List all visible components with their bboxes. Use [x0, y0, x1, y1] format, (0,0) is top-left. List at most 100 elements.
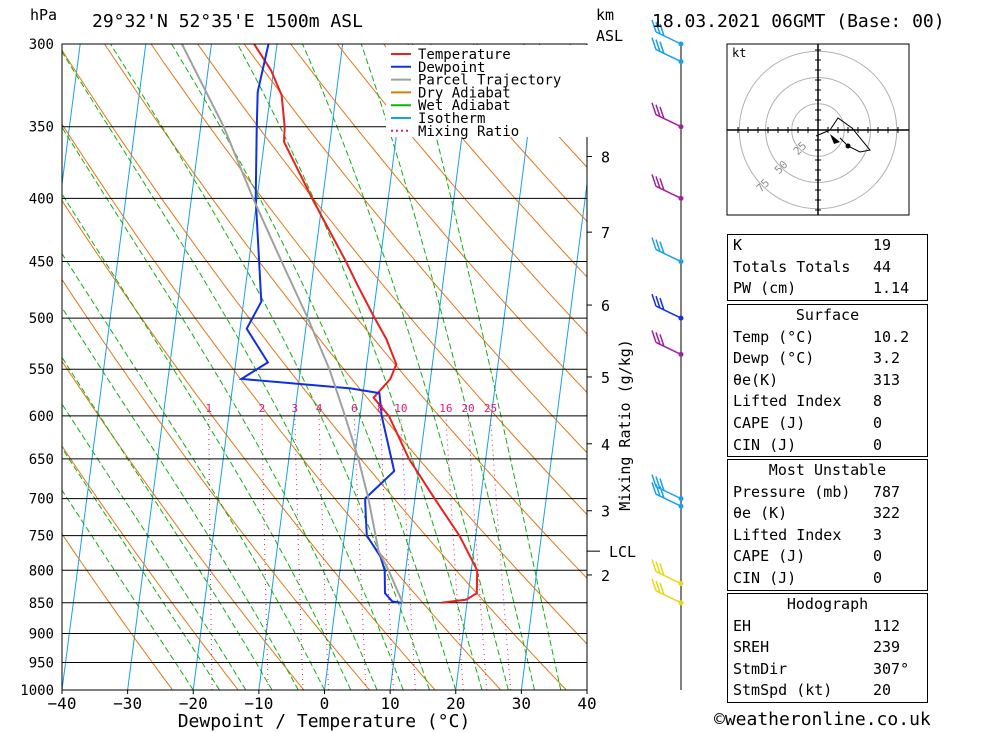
isotherm-line [192, 44, 278, 690]
index-value: 8 [873, 392, 883, 411]
wet-adiabat-line [62, 306, 299, 690]
index-label: Temp (°C) [733, 327, 815, 346]
profile-lines [181, 44, 479, 604]
isobar-lines [62, 43, 587, 691]
x-tick-label: −30 [113, 694, 142, 713]
pressure-tick-label: 700 [29, 492, 54, 508]
x-tick-label: −20 [179, 694, 208, 713]
wind-barb-flag [659, 563, 665, 576]
wind-barb [651, 174, 684, 201]
index-label: SREH [733, 638, 770, 657]
pressure-tick-label: 950 [29, 655, 54, 671]
index-row: StmDir 307° [728, 659, 927, 681]
pressure-tick-label: 900 [29, 626, 54, 642]
wind-barb-dot [678, 124, 684, 130]
height-unit-asl: ASL [596, 27, 623, 45]
mixing-ratio-label: 4 [316, 402, 323, 415]
height-tick-label: 5 [601, 369, 610, 387]
isotherm-line [0, 44, 15, 690]
index-row: PW (cm) 1.14 [728, 278, 927, 300]
index-row: θe(K) 313 [728, 370, 927, 392]
index-value: 112 [873, 616, 901, 635]
index-row: CAPE (J) 0 [728, 413, 927, 435]
hodograph-title: Hodograph [786, 595, 869, 613]
mixing-ratio-axis-title: Mixing Ratio (g/kg) [616, 339, 634, 511]
legend-entry: Temperature [418, 47, 511, 63]
storm-motion-arrow [830, 134, 840, 144]
most-unstable-title: Most Unstable [768, 461, 887, 479]
wind-barb-flag [659, 23, 665, 37]
index-value: 3 [873, 525, 883, 544]
isotherm-line [324, 44, 409, 690]
index-value: 0 [873, 547, 883, 566]
wind-barb-flag [659, 478, 665, 491]
profile-dewpoint [238, 44, 402, 604]
wind-barb [651, 559, 684, 587]
dry-adiabat-line [197, 44, 587, 516]
pressure-tick-label: 600 [29, 409, 54, 425]
dry-adiabat-line [243, 44, 587, 454]
index-row: CIN (J) 0 [728, 568, 927, 590]
hodograph-unit: kt [732, 46, 746, 60]
wind-barb-flag [651, 102, 657, 115]
hodograph-box: Hodograph EH 112 SREH 239 StmDir 307° StmSpd (… [727, 593, 928, 703]
pressure-tick-label: 800 [29, 563, 54, 579]
index-label: CAPE (J) [733, 413, 806, 432]
axis-labels: 3003504004505005506006507007508008509009… [20, 37, 596, 713]
wind-barb-staff [655, 248, 682, 263]
wind-barb-flag [651, 330, 657, 343]
surface-box: Surface Temp (°C) 10.2 Dewp (°C) 3.2 θe(K) 31… [727, 304, 928, 458]
wind-barb [651, 237, 684, 265]
wind-barb-flag [655, 561, 661, 574]
isotherm-line [62, 44, 147, 690]
dry-adiabat-line [336, 44, 587, 335]
index-row: θe (K) 322 [728, 503, 927, 525]
legend-background [386, 45, 590, 137]
index-label: EH [733, 616, 752, 635]
wind-barb-dot [678, 351, 684, 357]
legend-entry: Wet Adiabat [418, 98, 511, 114]
index-value: 0 [873, 568, 883, 587]
mixing-ratio-label: 1 [205, 402, 212, 415]
index-value: 322 [873, 504, 901, 523]
index-row: StmSpd (kt) 20 [728, 680, 927, 702]
pressure-tick-label: 550 [29, 362, 54, 378]
index-label: θe (K) [733, 504, 788, 523]
indices-top-box: K 19 Totals Totals 44 PW (cm) 1.14 [727, 234, 928, 301]
dry-adiabat-line [62, 533, 174, 690]
wind-barb-flag [651, 481, 657, 495]
x-axis-title: Dewpoint / Temperature (°C) [178, 711, 471, 732]
dry-adiabat-line [62, 49, 567, 690]
index-value: 239 [873, 638, 901, 657]
pressure-tick-label: 1000 [20, 683, 54, 699]
x-tick-label: 20 [446, 694, 465, 713]
isotherm-line [455, 44, 541, 690]
wind-barb-flag [655, 580, 661, 594]
dry-adiabat-line [62, 278, 370, 690]
wind-barb-staff [655, 305, 682, 319]
mixing-ratio-label: 25 [484, 402, 497, 415]
height-tick-label: 7 [601, 224, 610, 242]
index-row: Dewp (°C) 3.2 [728, 348, 927, 370]
wet-adiabat-line [360, 44, 535, 690]
index-label: PW (cm) [733, 279, 797, 298]
legend-entry: Mixing Ratio [418, 124, 519, 140]
index-row: Pressure (mb) 787 [728, 482, 927, 504]
x-tick-label: −10 [244, 694, 273, 713]
index-value: 3.2 [873, 349, 901, 368]
index-label: Dewp (°C) [733, 349, 815, 368]
index-label: StmSpd (kt) [733, 681, 833, 700]
height-unit-km: km [596, 6, 614, 24]
dry-adiabat-line [104, 44, 587, 645]
wind-barb-flag [651, 293, 657, 307]
height-tick-label: 4 [601, 436, 610, 454]
most-unstable-box: Most Unstable Pressure (mb) 787 θe (K) 322 L… [727, 459, 928, 591]
wind-barb-flag [655, 176, 661, 189]
wind-barb [651, 330, 684, 357]
height-tick-label: 3 [601, 503, 610, 521]
wind-barb-flag [655, 21, 661, 35]
footer-copyright[interactable]: ©weatheronline.co.uk [714, 709, 931, 730]
wind-barb-flag [655, 483, 661, 497]
wind-barb-flag [655, 104, 661, 117]
legend-entry: Dewpoint [418, 60, 485, 76]
